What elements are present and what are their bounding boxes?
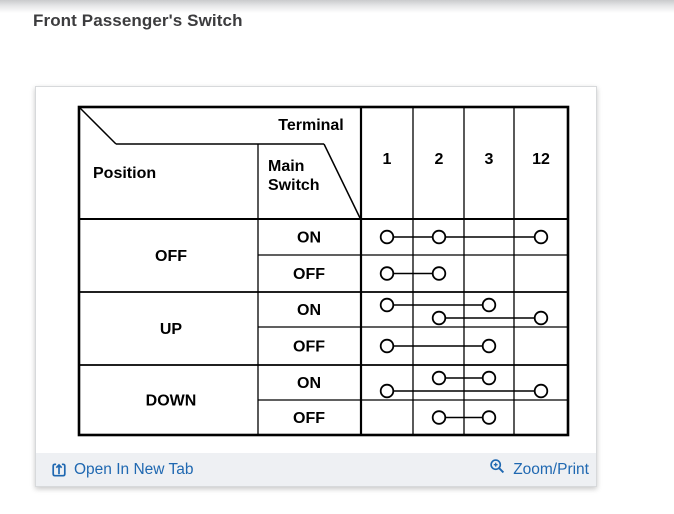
position-labels: OFF UP DOWN (146, 248, 197, 410)
terminal-circle (481, 410, 497, 425)
terminal-circle (431, 266, 447, 281)
main-switch-state: ON (297, 230, 321, 247)
terminal-circle (533, 229, 549, 245)
terminal-connections (379, 229, 549, 425)
card-footer: Open In New Tab Zoom/Print (36, 453, 596, 486)
zoom-print-label: Zoom/Print (513, 460, 589, 478)
terminal-circle (481, 297, 497, 313)
top-toolbar-shadow (0, 0, 674, 13)
main-switch-header-label-line2: Switch (268, 177, 320, 194)
main-switch-state: OFF (293, 339, 325, 356)
terminal-number: 1 (383, 151, 392, 168)
open-in-new-tab-label: Open In New Tab (74, 460, 194, 478)
terminal-number: 3 (485, 151, 494, 168)
terminal-number: 2 (435, 151, 444, 168)
switch-terminal-table: Terminal Position Main Switch 1 2 3 12 O… (77, 105, 570, 437)
terminal-circle (379, 297, 395, 313)
header-diagonal-line (323, 143, 361, 219)
position-label: UP (160, 321, 183, 338)
terminal-circle (431, 410, 447, 425)
terminal-circle (379, 383, 395, 399)
terminal-circle (431, 229, 447, 245)
terminal-circle (431, 370, 447, 386)
diagram-card: Terminal Position Main Switch 1 2 3 12 O… (35, 86, 597, 487)
terminal-circle (379, 266, 395, 281)
main-switch-state: ON (297, 375, 321, 392)
main-switch-state-labels: ON OFF ON OFF ON OFF (293, 230, 325, 428)
position-header-label: Position (93, 165, 156, 182)
table-outer-border (77, 105, 570, 437)
main-switch-header-label-line1: Main (268, 158, 304, 175)
terminal-circle (481, 370, 497, 386)
table-header-labels: Terminal Position Main Switch 1 2 3 12 (93, 117, 550, 194)
open-in-new-tab-link[interactable]: Open In New Tab (51, 462, 193, 478)
zoom-in-icon (489, 458, 506, 475)
main-switch-state: ON (297, 302, 321, 319)
header-diagonal-line (79, 107, 117, 145)
terminal-header-label: Terminal (278, 117, 344, 134)
page-title: Front Passenger's Switch (33, 11, 243, 30)
main-switch-state: OFF (293, 410, 325, 427)
terminal-circle (481, 338, 497, 354)
main-switch-state: OFF (293, 266, 325, 283)
position-label: OFF (155, 248, 187, 265)
zoom-print-link[interactable]: Zoom/Print (489, 458, 589, 478)
terminal-circle (379, 229, 395, 245)
open-in-new-tab-icon (51, 462, 67, 478)
table-grid (77, 105, 570, 437)
terminal-circle (533, 310, 549, 326)
terminal-circle (533, 383, 549, 399)
terminal-circle (431, 310, 447, 326)
terminal-circle (379, 338, 395, 354)
position-label: DOWN (146, 393, 197, 410)
terminal-number: 12 (532, 151, 550, 168)
